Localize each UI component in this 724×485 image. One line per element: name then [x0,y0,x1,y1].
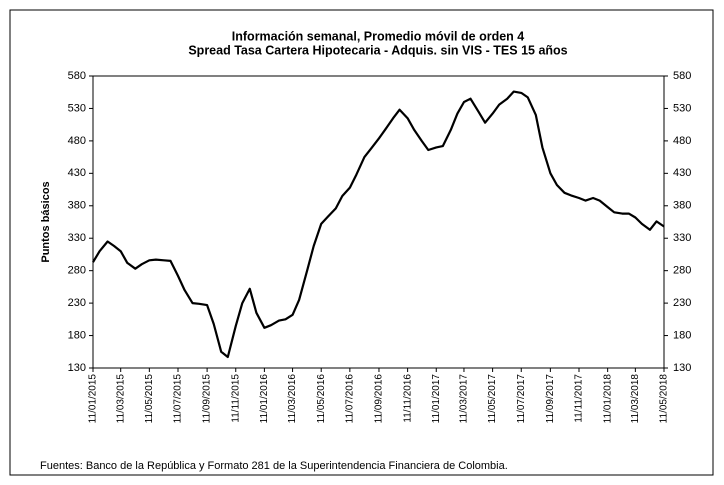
x-tick-label: 11/07/2017 [516,374,527,424]
x-tick-label: 11/03/2016 [287,374,298,424]
y-tick-label: 330 [68,232,86,244]
source-note: Fuentes: Banco de la República y Formato… [40,460,508,472]
x-tick-label: 11/09/2015 [202,374,213,424]
x-tick-label: 11/03/2018 [630,374,641,424]
x-tick-label: 11/09/2017 [545,374,556,424]
y2-tick-label: 180 [673,329,691,341]
y2-tick-label: 230 [673,297,691,309]
x-tick-label: 11/03/2017 [459,374,470,424]
chart-subtitle: Spread Tasa Cartera Hipotecaria - Adquis… [188,43,567,57]
x-tick-label: 11/01/2016 [259,374,270,424]
x-tick-label: 11/11/2016 [402,374,413,423]
y2-tick-label: 480 [673,135,691,147]
x-tick-label: 11/05/2018 [659,374,670,424]
y-tick-label: 280 [68,265,86,277]
y-axis-label: Puntos básicos [40,181,52,262]
x-tick-label: 11/11/2017 [574,374,585,423]
x-tick-label: 11/03/2015 [115,374,126,424]
chart-border [9,9,714,476]
x-tick-label: 11/11/2015 [230,374,241,423]
x-tick-label: 11/01/2018 [602,374,613,424]
y-tick-label: 380 [68,200,86,212]
x-tick-label: 11/01/2015 [88,374,99,424]
x-tick-label: 11/07/2015 [173,374,184,424]
y-tick-label: 230 [68,297,86,309]
y2-tick-label: 430 [673,167,691,179]
chart-title: Información semanal, Promedio móvil de o… [232,29,524,43]
y2-tick-label: 530 [673,102,691,114]
y-tick-label: 530 [68,102,86,114]
line-series [92,90,665,359]
y2-tick-label: 130 [673,362,691,374]
x-tick-label: 11/05/2017 [487,374,498,424]
y2-tick-label: 580 [673,70,691,82]
y2-tick-label: 380 [673,200,691,212]
y-tick-label: 430 [68,167,86,179]
y2-tick-label: 330 [673,232,691,244]
x-tick-label: 11/09/2016 [374,374,385,424]
y-tick-label: 480 [68,135,86,147]
x-tick-label: 11/01/2017 [431,374,442,424]
y-tick-label: 130 [68,362,86,374]
y-tick-label: 180 [68,329,86,341]
x-tick-label: 11/05/2016 [316,374,327,424]
x-tick-label: 11/05/2015 [144,374,155,424]
x-tick-label: 11/07/2016 [344,374,355,424]
y-tick-label: 580 [68,70,86,82]
y2-tick-label: 280 [673,265,691,277]
